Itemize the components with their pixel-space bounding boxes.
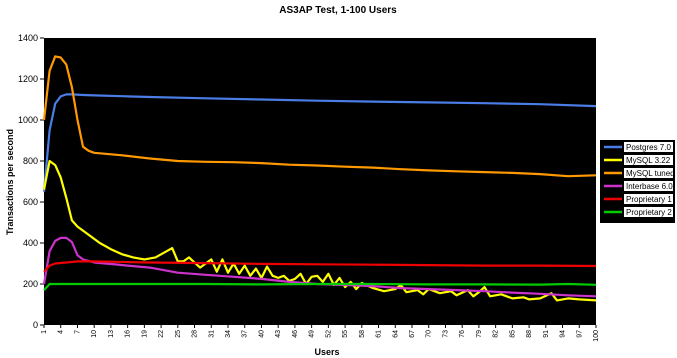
y-tick-label: 800 — [23, 156, 38, 166]
x-tick-label: 55 — [342, 330, 349, 338]
x-tick-label: 37 — [242, 330, 249, 338]
y-tick-label: 600 — [23, 197, 38, 207]
x-tick-label: 28 — [192, 330, 199, 338]
legend: Postgres 7.0 MySQL 3.22 MySQL tuned Interba… — [600, 140, 675, 223]
series-line — [42, 93, 597, 192]
x-tick-label: 16 — [125, 330, 132, 338]
x-tick-label: 73 — [442, 330, 449, 338]
legend-entry: Interbase 6.0 — [626, 182, 673, 191]
legend-entry: MySQL tuned — [626, 169, 675, 178]
x-tick-label: 52 — [325, 330, 332, 338]
x-tick-label: 88 — [526, 330, 533, 338]
x-tick-label: 10 — [91, 330, 98, 338]
x-tick-label: 79 — [476, 330, 483, 338]
x-tick-label: 61 — [376, 330, 383, 338]
x-tick-label: 58 — [359, 330, 366, 338]
x-tick-label: 94 — [560, 330, 567, 338]
y-tick-label: 0 — [33, 320, 38, 330]
legend-entry: Proprietary 1 — [626, 195, 672, 204]
series-line — [43, 260, 597, 273]
x-tick-label: 70 — [426, 330, 433, 338]
x-axis: 1 4 7 10 13 16 19 22 25 28 31 34 37 40 43 46 49 52 55 58 61 6… — [41, 325, 600, 342]
x-tick-label: 82 — [493, 330, 500, 338]
x-axis-label: Users — [314, 347, 339, 357]
legend-entry: MySQL 3.22 — [626, 156, 671, 165]
x-tick-label: 76 — [459, 330, 466, 338]
x-tick-label: 46 — [292, 330, 299, 338]
x-tick-label: 22 — [158, 330, 165, 338]
x-tick-label: 34 — [225, 330, 232, 338]
y-axis: 0 200 400 600 800 1000 1200 1400 — [18, 33, 44, 330]
y-axis-label: Transactions per second — [5, 129, 15, 235]
x-tick-label: 43 — [275, 330, 282, 338]
series-line — [43, 282, 597, 291]
x-tick-label: 64 — [392, 330, 399, 338]
y-tick-label: 400 — [23, 238, 38, 248]
x-tick-label: 49 — [309, 330, 316, 338]
x-tick-label: 4 — [58, 330, 65, 334]
x-tick-label: 40 — [258, 330, 265, 338]
series-line — [42, 159, 597, 302]
legend-label-bg — [624, 207, 673, 217]
legend-label-bg — [624, 155, 673, 165]
x-tick-label: 67 — [409, 330, 416, 338]
chart-title: AS3AP Test, 1-100 Users — [279, 5, 397, 16]
y-tick-label: 1400 — [18, 33, 38, 43]
x-tick-label: 1 — [41, 330, 48, 334]
legend-entry: Proprietary 2 — [626, 208, 672, 217]
legend-label-bg — [624, 181, 673, 191]
x-tick-label: 91 — [543, 330, 550, 338]
legend-label-bg — [624, 142, 673, 152]
y-tick-label: 1000 — [18, 115, 38, 125]
legend-entry: Postgres 7.0 — [626, 143, 671, 152]
series-line — [42, 55, 597, 178]
x-tick-label: 19 — [141, 330, 148, 338]
legend-label-bg — [624, 194, 673, 204]
plot-area — [44, 38, 596, 325]
x-tick-label: 100 — [593, 330, 600, 342]
x-tick-label: 13 — [108, 330, 115, 338]
x-tick-label: 25 — [175, 330, 182, 338]
series-lines — [42, 55, 597, 302]
y-tick-label: 1200 — [18, 74, 38, 84]
series-line — [42, 236, 597, 298]
x-tick-label: 7 — [74, 330, 81, 334]
legend-label-bg — [624, 168, 673, 178]
x-tick-label: 97 — [576, 330, 583, 338]
y-tick-label: 200 — [23, 279, 38, 289]
x-tick-label: 31 — [208, 330, 215, 338]
x-tick-label: 85 — [509, 330, 516, 338]
